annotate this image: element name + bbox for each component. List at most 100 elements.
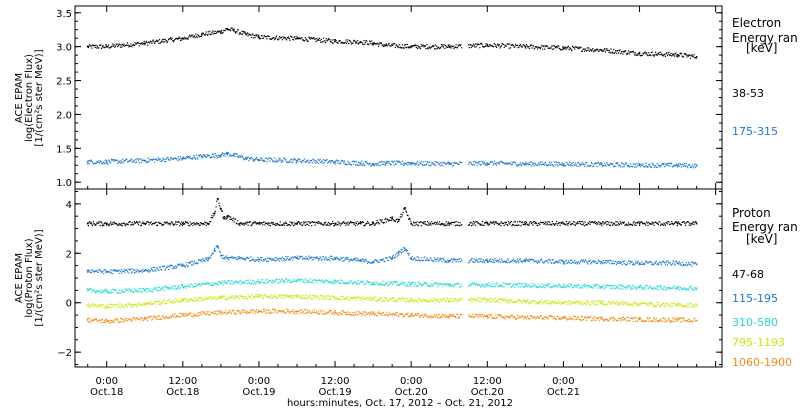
data-dot [341, 159, 343, 162]
data-dot [206, 257, 208, 259]
data-dot [272, 296, 274, 299]
data-dot [524, 261, 526, 263]
data-dot [251, 224, 253, 226]
data-dot [438, 46, 440, 48]
data-dot [373, 281, 375, 284]
data-dot [258, 34, 260, 37]
data-dot [364, 283, 366, 285]
data-dot [184, 38, 186, 40]
data-dot [541, 44, 543, 46]
data-dot [295, 223, 297, 225]
data-dot [250, 34, 252, 36]
data-dot [636, 222, 638, 224]
data-dot [203, 282, 205, 285]
data-dot [521, 164, 523, 167]
data-dot [648, 164, 650, 166]
data-dot [286, 161, 288, 163]
data-dot [489, 285, 491, 287]
data-dot [214, 153, 216, 155]
data-dot [396, 282, 399, 284]
data-dot [626, 164, 628, 166]
data-dot [108, 306, 110, 308]
data-dot [533, 220, 535, 223]
data-point [448, 45, 451, 48]
data-point [334, 257, 336, 260]
data-dot [565, 46, 567, 49]
data-dot [689, 224, 692, 226]
data-dot [431, 162, 433, 164]
data-dot [249, 279, 251, 281]
data-point [105, 161, 108, 163]
data-dot [393, 257, 395, 259]
data-dot [629, 224, 632, 226]
data-dot [619, 49, 621, 51]
data-dot [530, 44, 532, 46]
data-dot [528, 259, 530, 261]
data-dot [613, 165, 616, 167]
data-dot [268, 224, 270, 226]
data-dot [655, 287, 657, 289]
data-dot [167, 286, 169, 288]
data-dot [361, 298, 364, 300]
data-dot [642, 223, 644, 225]
data-dot [270, 281, 272, 284]
data-dot [556, 286, 558, 288]
data-dot [473, 282, 475, 284]
data-dot [622, 166, 624, 168]
data-dot [159, 222, 161, 225]
data-dot [308, 295, 311, 298]
data-dot [209, 221, 211, 223]
data-dot [653, 288, 655, 291]
data-dot [526, 45, 528, 47]
data-dot [304, 295, 306, 297]
data-dot [88, 45, 90, 47]
data-dot [615, 49, 617, 52]
data-dot [196, 262, 198, 265]
data-dot [583, 225, 586, 227]
data-dot [330, 159, 332, 162]
data-dot [163, 286, 166, 288]
data-dot [673, 263, 676, 265]
data-dot [458, 282, 460, 284]
data-dot [371, 40, 373, 42]
data-dot [91, 269, 94, 271]
data-dot [431, 259, 433, 261]
data-dot [581, 164, 583, 166]
data-dot [89, 288, 92, 290]
data-dot [343, 259, 346, 261]
data-dot [449, 260, 451, 263]
data-dot [236, 31, 238, 33]
data-dot [274, 280, 276, 283]
data-dot [161, 301, 163, 303]
data-dot [331, 295, 333, 297]
data-dot [371, 43, 373, 45]
data-dot [269, 258, 272, 261]
data-dot [440, 283, 443, 285]
data-dot [130, 268, 132, 270]
data-dot [128, 302, 131, 304]
data-dot [318, 258, 320, 260]
data-dot [653, 55, 655, 57]
data-dot [649, 165, 651, 167]
data-dot [599, 287, 602, 289]
data-dot [405, 250, 408, 253]
data-dot [91, 44, 94, 46]
data-dot [361, 43, 364, 45]
data-dot [317, 222, 319, 225]
data-dot [116, 223, 118, 226]
data-dot [474, 221, 476, 223]
data-dot [205, 31, 207, 33]
data-dot [396, 160, 399, 162]
data-dot [611, 163, 613, 165]
data-dot [295, 295, 297, 297]
data-dot [176, 158, 178, 160]
data-dot [410, 220, 412, 222]
data-dot [530, 258, 533, 260]
data-dot [91, 305, 93, 307]
data-dot [656, 285, 658, 287]
data-dot [328, 282, 330, 284]
data-dot [383, 260, 385, 263]
data-dot [251, 298, 253, 300]
data-dot [646, 284, 648, 287]
data-dot [275, 161, 277, 163]
